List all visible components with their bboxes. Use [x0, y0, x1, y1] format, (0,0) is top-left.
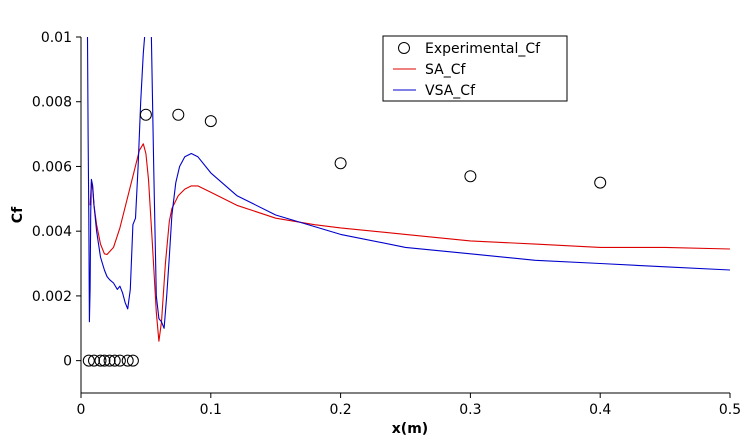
- series-line-vsa-cf: [86, 37, 730, 329]
- y-tick-label: 0: [63, 354, 72, 370]
- legend-label-vsa-cf: VSA_Cf: [425, 83, 476, 99]
- x-tick-label: 0.5: [719, 402, 741, 418]
- y-axis-title: Cf: [10, 206, 26, 223]
- x-tick-label: 0.1: [200, 402, 222, 418]
- legend-label-experimental-cf: Experimental_Cf: [425, 41, 541, 57]
- data-point-experimental-cf: [126, 354, 139, 367]
- data-point-experimental-cf: [139, 108, 152, 121]
- y-tick-label: 0.004: [32, 224, 72, 240]
- data-point-experimental-cf: [172, 108, 185, 121]
- data-point-experimental-cf: [82, 354, 95, 367]
- legend-label-sa-cf: SA_Cf: [425, 62, 466, 78]
- y-ticks: 0 0.002 0.004 0.006 0.008 0.01: [32, 30, 81, 370]
- legend: Experimental_Cf SA_Cf VSA_Cf: [382, 35, 568, 102]
- y-tick-label: 0.002: [32, 289, 72, 305]
- legend-marker-experimental-cf: [398, 42, 410, 54]
- data-point-experimental-cf: [334, 157, 347, 170]
- data-point-experimental-cf: [88, 354, 100, 367]
- data-point-experimental-cf: [94, 354, 107, 367]
- x-tick-label: 0.2: [329, 402, 351, 418]
- data-point-experimental-cf: [464, 170, 477, 183]
- data-point-experimental-cf: [103, 354, 116, 367]
- y-tick-label: 0.006: [32, 159, 72, 175]
- y-tick-label: 0.01: [41, 30, 72, 46]
- x-tick-label: 0.3: [459, 402, 481, 418]
- data-point-experimental-cf: [113, 354, 126, 367]
- x-axis-title: x(m): [392, 421, 428, 437]
- data-point-experimental-cf: [121, 354, 134, 367]
- series-layer: [86, 37, 730, 342]
- data-point-experimental-cf: [98, 354, 111, 367]
- x-tick-label: 0: [77, 402, 86, 418]
- x-ticks: 0 0.1 0.2 0.3 0.4 0.5: [77, 393, 741, 418]
- series-line-sa-cf: [89, 143, 730, 342]
- x-tick-label: 0.4: [589, 402, 611, 418]
- y-tick-label: 0.008: [32, 95, 72, 111]
- data-point-experimental-cf: [204, 115, 217, 128]
- markers-layer: [82, 108, 607, 367]
- data-point-experimental-cf: [594, 176, 607, 189]
- data-point-experimental-cf: [108, 354, 121, 367]
